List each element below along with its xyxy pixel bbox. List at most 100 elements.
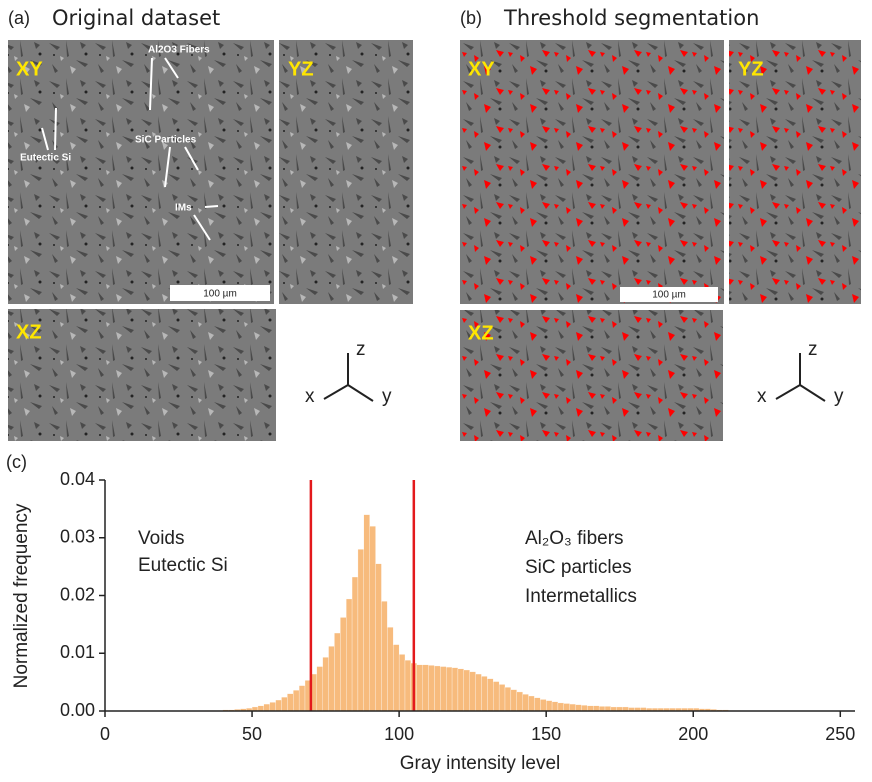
scale-label: 100 µm	[203, 289, 237, 300]
axis-tripod	[323, 353, 374, 402]
bar	[428, 665, 435, 712]
bar	[363, 514, 370, 712]
x-tick-label: 0	[100, 724, 110, 744]
panel-label: (c)	[6, 452, 27, 472]
bar	[504, 687, 512, 712]
view-label: YZ	[288, 58, 314, 80]
tripod-label: y	[382, 386, 392, 407]
bar	[328, 646, 335, 712]
bar	[510, 689, 517, 712]
bar	[375, 563, 382, 712]
image-xz	[8, 309, 276, 441]
bar	[493, 681, 500, 712]
scale-bar	[620, 287, 718, 302]
bar	[393, 644, 400, 712]
bar	[451, 667, 459, 712]
image-xz	[460, 310, 723, 441]
bar	[281, 696, 288, 712]
annotation: Voids	[138, 528, 184, 549]
tripod-label: y	[834, 386, 844, 407]
bar	[334, 632, 341, 712]
bar	[593, 705, 600, 712]
bar	[369, 526, 376, 712]
bar	[546, 700, 553, 712]
y-tick-label: 0.02	[60, 584, 95, 604]
panel-title: Original dataset	[52, 6, 220, 30]
bar	[340, 617, 347, 712]
bar	[463, 669, 470, 712]
bar	[387, 627, 394, 712]
bar	[346, 598, 353, 712]
image-xy	[460, 40, 724, 304]
bar	[404, 660, 412, 712]
bar	[498, 684, 506, 712]
x-axis-title: Gray intensity level	[400, 753, 561, 774]
annotation: Al2O3 Fibers	[148, 45, 210, 56]
annotation: Al₂O₃ fibers	[525, 528, 624, 549]
tripod-label: z	[356, 339, 366, 360]
bar	[487, 678, 494, 712]
view-label: YZ	[738, 58, 764, 80]
bar	[440, 666, 447, 712]
scale-bar	[170, 285, 270, 301]
axis-tripod	[775, 353, 826, 402]
y-tick-label: 0.01	[60, 642, 95, 662]
tripod-label: x	[305, 386, 315, 407]
view-label: XZ	[16, 321, 42, 343]
bar	[528, 695, 535, 712]
bar	[357, 549, 364, 712]
panel-label: (a)	[8, 8, 30, 28]
image-yz	[279, 40, 413, 304]
image-xy	[8, 40, 274, 304]
x-tick-label: 200	[678, 724, 708, 744]
annotation: SiC particles	[525, 557, 632, 578]
bar	[298, 685, 306, 712]
bar	[457, 668, 464, 712]
annotation: SiC Particles	[135, 135, 197, 146]
bar	[569, 703, 576, 712]
bar	[351, 576, 359, 712]
bar	[551, 701, 559, 712]
bar	[322, 657, 329, 712]
bar	[540, 699, 547, 712]
annotation: Eutectic Si	[138, 555, 228, 576]
bar	[434, 665, 441, 712]
bar	[398, 654, 406, 712]
image-yz	[729, 40, 861, 304]
panel-label: (b)	[460, 8, 482, 28]
bar	[275, 699, 282, 712]
bar	[287, 693, 294, 712]
bar	[563, 703, 570, 712]
bar	[581, 705, 588, 712]
tripod-label: z	[808, 339, 818, 360]
y-axis-title: Normalized frequency	[11, 503, 32, 688]
annotation: Intermetallics	[525, 586, 637, 607]
bar	[316, 666, 323, 712]
panel-title: Threshold segmentation	[503, 6, 759, 30]
y-tick-label: 0.03	[60, 527, 95, 547]
bar	[293, 690, 300, 712]
annotation: IMs	[175, 203, 192, 214]
bar	[481, 676, 488, 712]
bar	[446, 666, 453, 712]
view-label: XZ	[468, 322, 494, 344]
x-tick-label: 100	[384, 724, 414, 744]
bar	[587, 705, 594, 712]
annotation: Eutectic Si	[20, 153, 71, 164]
bar	[422, 664, 429, 712]
bar	[575, 704, 582, 712]
x-tick-label: 50	[242, 724, 262, 744]
annotation-arrows	[41, 57, 219, 241]
y-tick-label: 0.04	[60, 469, 95, 489]
x-tick-label: 150	[531, 724, 561, 744]
bar	[534, 697, 541, 712]
tripod-label: x	[757, 386, 767, 407]
bar	[269, 702, 276, 712]
bar	[469, 671, 476, 712]
bar	[475, 673, 482, 712]
bar	[416, 664, 423, 712]
bar	[381, 601, 388, 712]
scale-label: 100 µm	[652, 290, 686, 301]
bar	[257, 705, 264, 712]
